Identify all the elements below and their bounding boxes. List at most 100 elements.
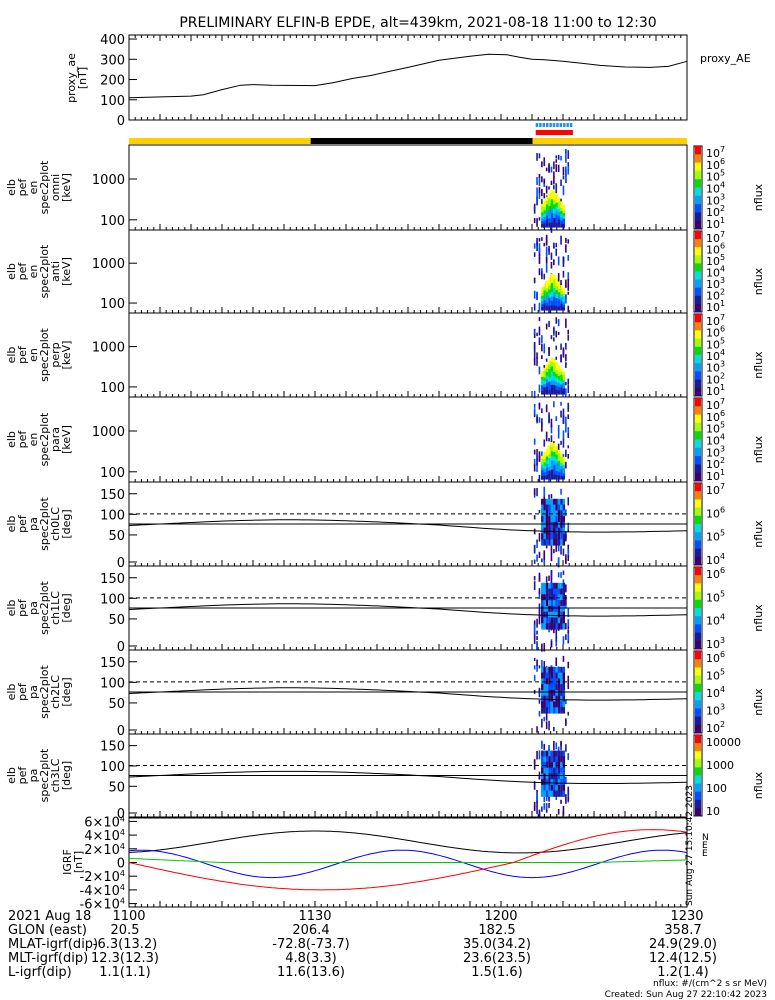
spectrogram-cell — [550, 498, 554, 506]
colorbar-segment — [695, 548, 701, 558]
colorbar-tick: 105 — [706, 421, 725, 436]
spectrogram-cell — [543, 533, 546, 540]
spectrogram-cell — [557, 205, 561, 210]
spectrogram-cell — [543, 377, 546, 382]
spectrogram-cell — [536, 630, 538, 635]
spectrogram-cell — [545, 594, 549, 601]
spectrogram-cell — [545, 404, 548, 409]
spectrogram-cell — [567, 548, 570, 557]
colorbar-segment — [695, 212, 701, 222]
spectrogram-cell — [538, 588, 541, 595]
spectrogram-cell — [543, 790, 546, 797]
spectrogram-cell — [557, 689, 561, 697]
spectrogram-cell — [562, 672, 566, 679]
spectrogram-cell — [567, 272, 570, 282]
ytick-pa_ch2: 50 — [108, 697, 125, 712]
spectrogram-cell — [541, 304, 544, 308]
spectrogram-cell — [545, 295, 549, 300]
spectrogram-cell — [557, 288, 561, 293]
colorbar-segment — [695, 743, 701, 752]
spectrogram-cell — [560, 469, 563, 474]
colorbar-segment — [695, 556, 701, 566]
ylabel-en_perp-3: spec2plot — [38, 328, 51, 382]
footer-row-value: 12.3(12.3) — [91, 951, 159, 966]
spectrogram-cell — [553, 296, 556, 302]
ylabel-en_omni-3: spec2plot — [38, 160, 51, 214]
spectrogram-cell — [555, 695, 558, 703]
spectrogram-cell — [545, 211, 549, 217]
spectrogram-cell — [538, 403, 541, 410]
spectrogram-cell — [555, 278, 558, 283]
ylabel-pa_ch3-3: spec2plot — [38, 748, 51, 802]
spectrogram-cell — [538, 572, 541, 582]
igrf-component-3 — [128, 829, 688, 891]
spectrogram-cell — [562, 611, 566, 619]
spectrogram-cell — [550, 208, 554, 214]
collection-mark — [552, 123, 556, 127]
spectrogram-cell — [543, 306, 546, 311]
spectrogram-cell — [562, 438, 565, 448]
colorbar-segment — [695, 387, 701, 397]
spectrogram-cell — [550, 252, 553, 260]
colorbar-segment — [695, 170, 701, 180]
spectrogram-cell — [562, 516, 566, 523]
spectrogram-cell — [548, 277, 551, 282]
spectrogram-cell — [557, 223, 561, 228]
spectrogram-cell — [545, 471, 549, 476]
spectrogram-cell — [557, 468, 561, 473]
spectrogram-cell — [536, 554, 538, 562]
spectrogram-cell — [553, 539, 556, 546]
spectrogram-cell — [562, 408, 565, 418]
spectrogram-cell — [557, 457, 561, 462]
colorbar-segment — [695, 239, 701, 248]
spectrogram-cell — [560, 488, 562, 495]
created-stamp: Created: Sun Aug 27 22:10:42 2023 — [605, 990, 767, 1000]
spectrogram-cell — [541, 271, 543, 280]
spectrogram-cell — [543, 803, 546, 810]
colorbar-segment — [695, 807, 701, 817]
ytick-en_para: 100 — [100, 466, 125, 481]
spectrogram-cell — [541, 458, 544, 463]
spectrogram-cell — [533, 801, 536, 811]
spectrogram-cell — [533, 438, 536, 445]
spectrogram-cell — [562, 462, 566, 466]
colorbar-segment — [695, 591, 701, 601]
spectrogram-cell — [553, 199, 556, 206]
spectrogram-cell — [533, 675, 536, 682]
spectrogram-cell — [543, 374, 546, 379]
spectrogram-cell — [553, 460, 556, 467]
colorbar-tick: 102 — [706, 720, 725, 735]
spectrogram-cell — [548, 218, 551, 224]
spectrogram-cell — [543, 494, 546, 501]
spectrogram-cell — [562, 221, 566, 225]
spectrogram-cell — [560, 611, 563, 619]
spectrogram-cell — [533, 581, 536, 590]
spectrogram-cell — [550, 371, 554, 377]
spectrogram-cell — [548, 297, 551, 303]
ylabel-pa_ch1-0: elb — [5, 600, 18, 617]
spectrogram-cell — [543, 387, 546, 392]
spectrogram-cell — [555, 474, 558, 480]
spectrogram-burst — [533, 655, 570, 733]
spectrogram-cell — [545, 773, 549, 780]
spectrogram-cell — [538, 532, 541, 542]
spectrogram-cell — [548, 285, 551, 291]
spectrogram-cell — [553, 301, 556, 307]
spectrogram-cell — [533, 290, 536, 299]
spectrogram-cell — [562, 166, 565, 176]
spectrogram-cell — [545, 257, 548, 264]
spectrogram-cell — [553, 498, 556, 506]
spectrogram-cell — [550, 213, 554, 219]
spectrogram-cell — [545, 790, 549, 797]
spectrogram-cell — [553, 666, 556, 674]
footer-time-tick: 1100 — [112, 909, 145, 924]
ytick-pa_ch2: 0 — [117, 724, 125, 739]
ylabel-pa_ch3-4: ch3LC — [49, 758, 62, 792]
spectrogram-cell — [543, 672, 546, 679]
spectrogram-cell — [545, 510, 549, 517]
spectrogram-cell — [548, 773, 551, 780]
orbit-footer: 2021 Aug 18 1100 1130 1200 1230 GLON (east) 20… — [8, 909, 767, 1000]
footer-time-tick: 1230 — [670, 909, 703, 924]
spectrogram-cell — [541, 382, 544, 387]
